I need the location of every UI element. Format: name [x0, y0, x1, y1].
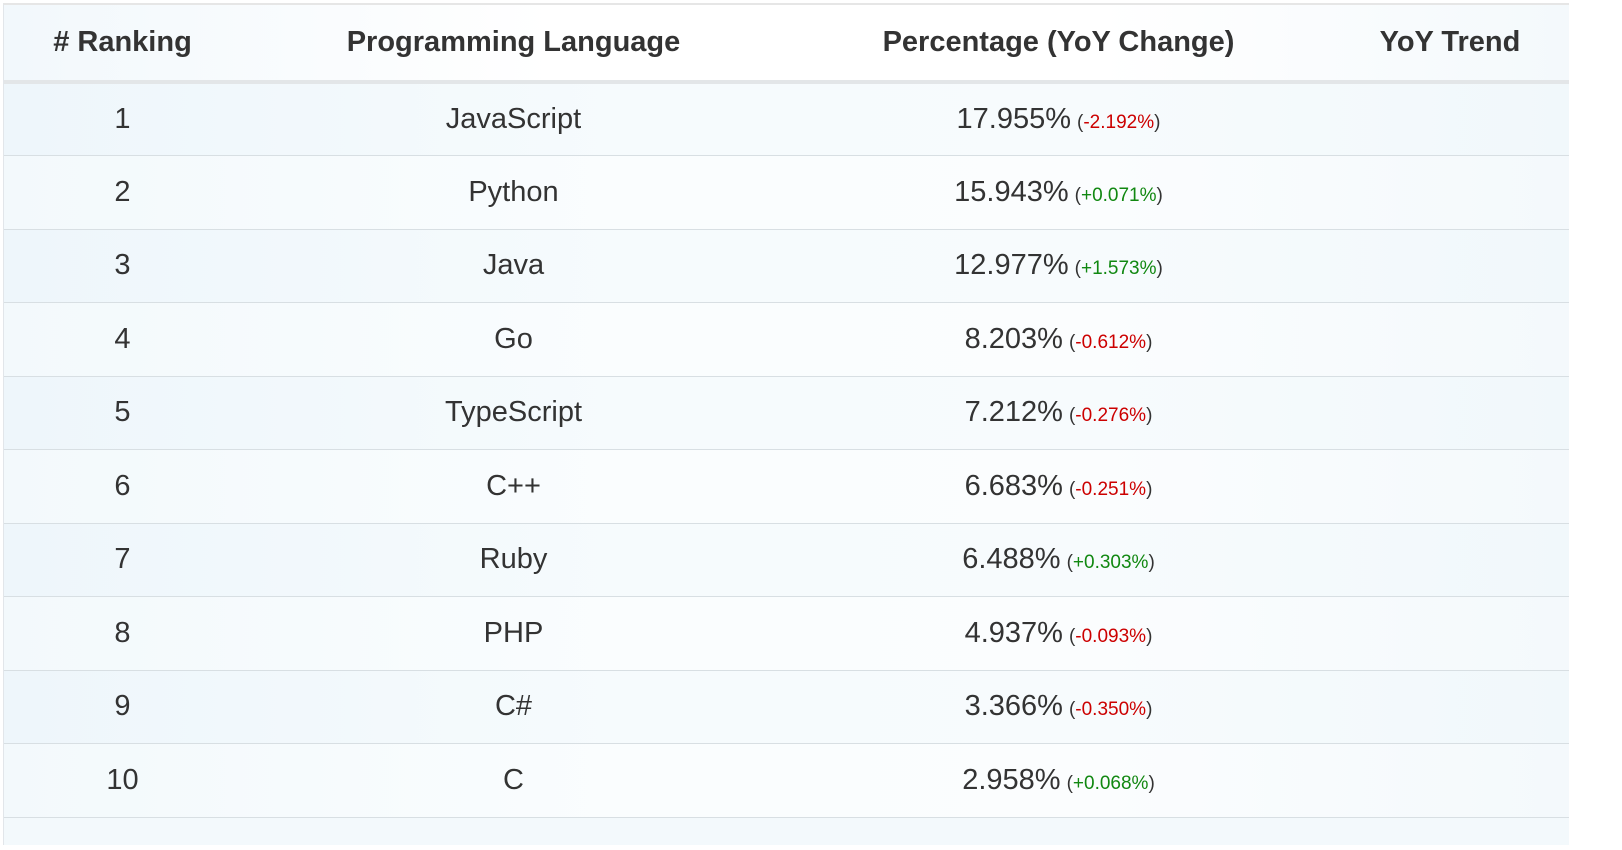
percentage-value: 17.955% — [956, 103, 1072, 135]
yoy-change: (+0.068%) — [1066, 772, 1155, 794]
trend-cell — [1331, 156, 1569, 230]
percentage-value: 6.488% — [962, 543, 1061, 576]
percentage-value: 15.943% — [954, 175, 1069, 208]
rank-cell: 2 — [114, 175, 131, 208]
table-row: 3 Java 12.977% (+1.573%) — [4, 229, 1569, 303]
table-row: 6 C++ 6.683% (-0.251%) — [4, 449, 1569, 524]
table-row: 8 PHP 4.937% (-0.093%) — [4, 596, 1569, 671]
trend-cell — [1331, 744, 1569, 818]
table-row: 1 JavaScript 17.955% (-2.192%) — [4, 82, 1569, 156]
yoy-change-value: -0.251% — [1075, 478, 1147, 500]
language-cell: Python — [468, 175, 559, 208]
yoy-change: (+0.303%) — [1066, 552, 1155, 574]
yoy-change: (-2.192%) — [1077, 112, 1161, 133]
rank-cell: 7 — [114, 543, 131, 576]
yoy-change-value: -0.093% — [1075, 625, 1147, 647]
percentage-cell: 12.977% (+1.573%) — [786, 229, 1331, 303]
language-cell: Go — [494, 322, 533, 355]
yoy-change-value: +1.573% — [1080, 258, 1157, 280]
yoy-change-value: -0.612% — [1075, 331, 1147, 353]
table-row: 2 Python 15.943% (+0.071%) — [4, 155, 1569, 230]
rank-cell: 9 — [114, 690, 131, 723]
percentage-cell: 3.366% (-0.350%) — [786, 670, 1331, 744]
yoy-change-value: +0.068% — [1072, 772, 1149, 794]
yoy-change: (+0.071%) — [1074, 184, 1163, 206]
language-cell: TypeScript — [445, 396, 582, 429]
table-row: 10 C 2.958% (+0.068%) — [4, 743, 1569, 818]
trend-cell — [1331, 82, 1569, 156]
rank-cell: 8 — [114, 616, 131, 649]
language-cell: JavaScript — [445, 103, 582, 135]
yoy-change-value: -0.350% — [1075, 699, 1147, 721]
trend-cell — [1331, 376, 1569, 450]
percentage-cell: 6.683% (-0.251%) — [786, 450, 1331, 524]
percentage-cell: 15.943% (+0.071%) — [786, 156, 1331, 230]
rank-cell: 3 — [114, 249, 131, 282]
yoy-change: (-0.276%) — [1068, 405, 1153, 427]
table-row: 9 C# 3.366% (-0.350%) — [4, 670, 1569, 744]
rank-cell: 4 — [114, 322, 131, 355]
trend-cell — [1331, 229, 1569, 303]
trend-cell — [1331, 670, 1569, 744]
table-row: 5 TypeScript 7.212% (-0.276%) — [4, 376, 1569, 450]
table-header: # Ranking Programming Language Percentag… — [4, 5, 1569, 82]
language-cell: Ruby — [479, 543, 548, 576]
language-cell: Java — [482, 249, 545, 282]
yoy-change-value: -2.192% — [1083, 112, 1155, 133]
rank-cell: 6 — [114, 469, 131, 502]
percentage-cell: 7.212% (-0.276%) — [786, 376, 1331, 450]
percentage-value: 12.977% — [954, 249, 1069, 282]
language-ranking-table: # Ranking Programming Language Percentag… — [4, 5, 1569, 818]
rank-cell: 10 — [106, 763, 139, 796]
percentage-cell: 2.958% (+0.068%) — [786, 744, 1331, 818]
rank-cell: 5 — [114, 396, 131, 429]
percentage-cell: 6.488% (+0.303%) — [786, 523, 1331, 597]
table-body: 1 JavaScript 17.955% (-2.192%) 2 Python 15.943… — [4, 82, 1569, 817]
trend-cell — [1331, 450, 1569, 524]
table-row: 7 Ruby 6.488% (+0.303%) — [4, 523, 1569, 597]
yoy-change-value: -0.276% — [1075, 405, 1147, 427]
yoy-change-value: +0.303% — [1072, 552, 1149, 574]
percentage-cell: 8.203% (-0.612%) — [786, 303, 1331, 377]
yoy-change: (-0.093%) — [1068, 625, 1153, 647]
yoy-change: (+1.573%) — [1074, 258, 1163, 280]
percentage-value: 3.366% — [964, 690, 1063, 723]
language-cell: PHP — [483, 616, 544, 649]
rank-cell: 1 — [114, 103, 131, 135]
column-header-percentage[interactable]: Percentage (YoY Change) — [882, 26, 1235, 58]
percentage-value: 7.212% — [964, 396, 1063, 429]
column-header-language[interactable]: Programming Language — [346, 26, 681, 58]
yoy-change: (-0.612%) — [1068, 331, 1153, 353]
language-cell: C# — [494, 690, 533, 723]
percentage-value: 2.958% — [962, 763, 1061, 796]
language-cell: C++ — [486, 469, 541, 502]
yoy-change: (-0.350%) — [1068, 699, 1153, 721]
header-row: # Ranking Programming Language Percentag… — [4, 5, 1569, 82]
column-header-trend[interactable]: YoY Trend — [1379, 26, 1521, 58]
table-row: 4 Go 8.203% (-0.612%) — [4, 302, 1569, 377]
percentage-value: 8.203% — [964, 322, 1063, 355]
trend-cell — [1331, 303, 1569, 377]
ranking-table-container: # Ranking Programming Language Percentag… — [3, 3, 1569, 845]
percentage-cell: 4.937% (-0.093%) — [786, 597, 1331, 671]
percentage-cell: 17.955% (-2.192%) — [786, 82, 1331, 156]
yoy-change-value: +0.071% — [1080, 184, 1157, 206]
yoy-change: (-0.251%) — [1068, 478, 1153, 500]
trend-cell — [1331, 523, 1569, 597]
percentage-value: 4.937% — [964, 616, 1063, 649]
language-cell: C — [503, 763, 524, 796]
trend-cell — [1331, 597, 1569, 671]
percentage-value: 6.683% — [964, 469, 1063, 502]
column-header-ranking[interactable]: # Ranking — [53, 26, 192, 58]
